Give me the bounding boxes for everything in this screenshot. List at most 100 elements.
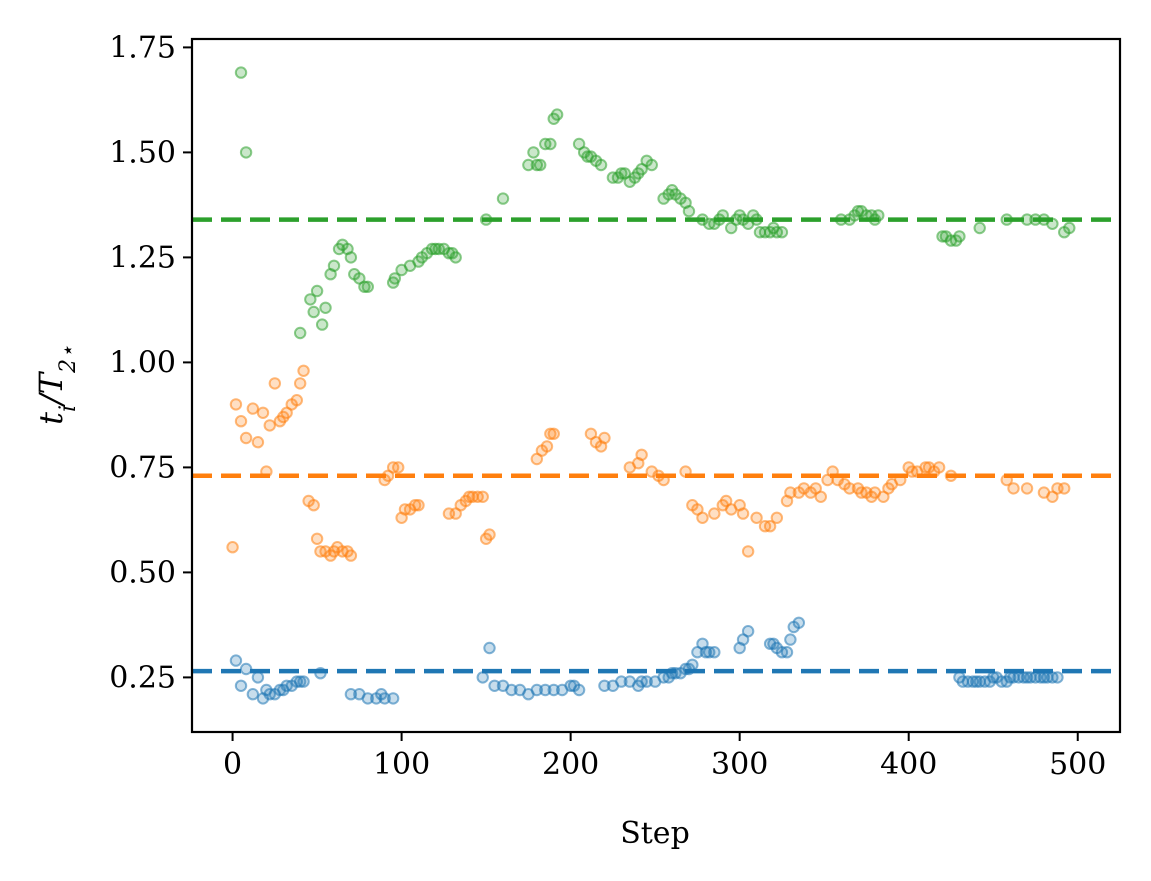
- data-point: [1046, 217, 1059, 231]
- data-point: [973, 221, 986, 235]
- data-point: [547, 683, 560, 697]
- data-point: [814, 490, 828, 503]
- y-axis-label: ti/T2⋆: [32, 345, 81, 425]
- data-point: [310, 532, 324, 545]
- data-point: [344, 688, 358, 701]
- data-point: [1003, 671, 1017, 684]
- data-point: [479, 213, 493, 226]
- data-point: [307, 499, 320, 512]
- data-point: [544, 427, 557, 440]
- data-point: [239, 431, 253, 445]
- data-point: [716, 209, 729, 222]
- data-point: [1063, 221, 1076, 235]
- data-point: [488, 679, 501, 692]
- data-point: [297, 675, 310, 688]
- data-point: [534, 158, 547, 172]
- data-point: [615, 675, 628, 688]
- data-point: [483, 528, 496, 541]
- data-point: [229, 398, 243, 411]
- data-point: [378, 692, 391, 705]
- data-point: [392, 461, 405, 474]
- data-point: [598, 679, 611, 692]
- data-point: [293, 377, 307, 390]
- data-point: [239, 662, 253, 676]
- data-point: [645, 158, 658, 172]
- data-point: [572, 683, 586, 697]
- data-point: [522, 158, 535, 172]
- data-point: [894, 473, 907, 487]
- data-point: [412, 499, 425, 512]
- data-point: [843, 482, 856, 495]
- x-tick-label: 100: [373, 747, 430, 782]
- data-point: [361, 280, 374, 293]
- data-point: [699, 646, 713, 659]
- x-tick-label: 300: [711, 747, 768, 782]
- data-point: [307, 305, 320, 319]
- reference-lines: [192, 217, 1120, 674]
- data-point: [780, 646, 794, 659]
- y-tick-label: 0.25: [109, 660, 176, 695]
- data-point: [547, 427, 560, 440]
- data-point: [686, 658, 699, 671]
- data-point: [750, 511, 763, 524]
- data-point: [708, 646, 721, 659]
- data-point: [234, 415, 248, 428]
- data-point: [293, 326, 307, 340]
- data-point: [615, 167, 628, 180]
- data-point: [263, 419, 276, 432]
- data-point: [594, 158, 608, 172]
- data-point: [540, 440, 554, 453]
- data-point: [1020, 671, 1034, 684]
- data-point: [290, 394, 304, 407]
- y-tick-label: 0.75: [109, 450, 176, 485]
- x-tick-label: 400: [880, 747, 937, 782]
- data-point: [293, 675, 307, 688]
- data-point: [1007, 482, 1020, 495]
- data-point: [297, 364, 310, 377]
- data-point: [784, 486, 797, 499]
- data-point: [463, 490, 476, 503]
- data-point: [358, 280, 371, 293]
- data-point: [665, 667, 679, 680]
- data-point: [268, 377, 282, 390]
- data-point: [344, 549, 358, 562]
- data-point: [1020, 213, 1034, 226]
- data-point: [657, 473, 670, 487]
- data-point: [239, 146, 253, 159]
- data-point: [505, 683, 518, 697]
- data-point: [741, 545, 755, 558]
- data-point: [226, 541, 239, 554]
- data-point: [234, 679, 248, 692]
- data-point: [750, 213, 763, 226]
- data-point: [708, 507, 721, 520]
- data-point: [598, 431, 611, 445]
- data-point: [319, 301, 332, 314]
- series-2: [229, 616, 1064, 705]
- data-point: [784, 633, 797, 646]
- data-point: [696, 511, 709, 524]
- data-point: [953, 230, 966, 243]
- x-tick-label: 200: [542, 747, 599, 782]
- data-point: [449, 251, 462, 264]
- data-point: [234, 66, 248, 79]
- data-point: [1029, 213, 1042, 226]
- data-point: [527, 146, 540, 159]
- data-point: [1051, 671, 1064, 684]
- data-point: [408, 499, 422, 512]
- data-point: [388, 272, 402, 285]
- data-point: [496, 192, 510, 205]
- y-tick-label: 1.50: [109, 135, 176, 170]
- data-point: [483, 641, 496, 655]
- data-point: [550, 108, 564, 121]
- data-point: [229, 654, 243, 667]
- data-point: [1000, 473, 1013, 487]
- data-point: [770, 511, 784, 524]
- data-point: [539, 683, 552, 697]
- series-0: [234, 66, 1076, 340]
- data-point: [361, 692, 374, 705]
- data-point: [315, 318, 329, 331]
- data-point: [872, 209, 885, 222]
- y-tick-label: 1.25: [109, 240, 176, 275]
- data-point: [530, 683, 544, 697]
